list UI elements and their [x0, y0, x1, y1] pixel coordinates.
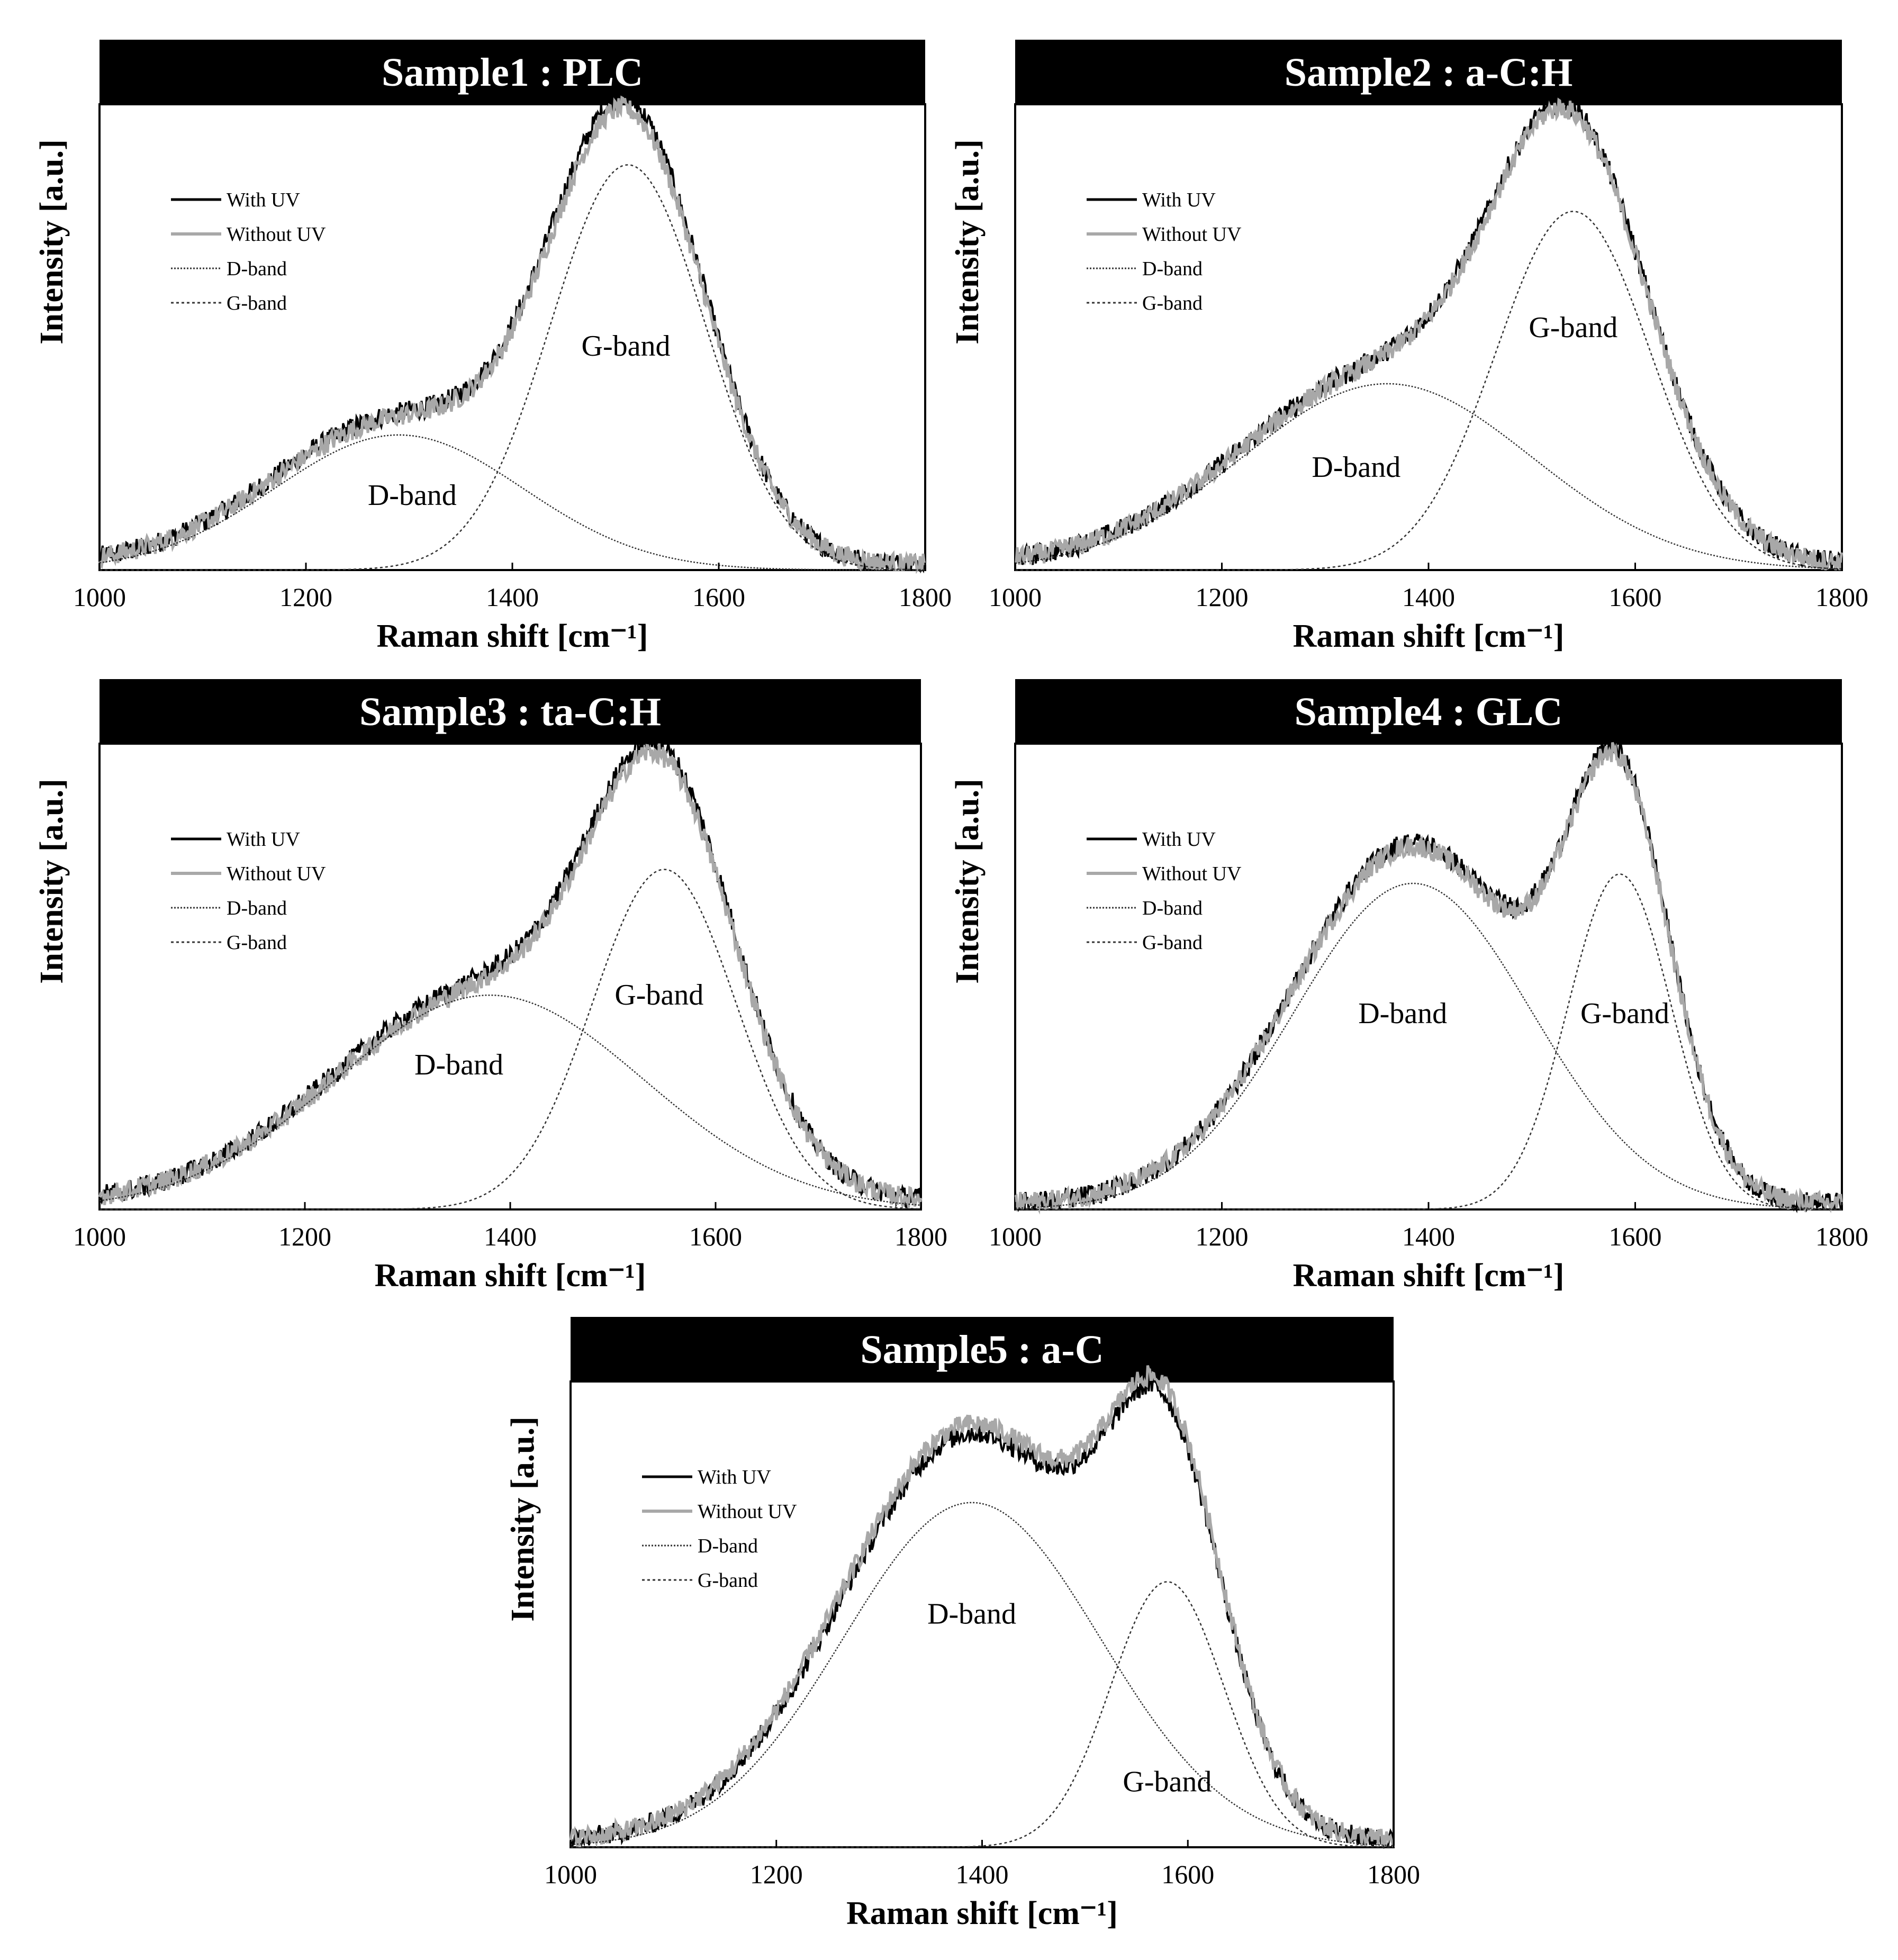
legend-label: D-band — [227, 258, 287, 280]
x-tick-label: 1800 — [1815, 582, 1868, 612]
band-annotation: G-band — [1123, 1765, 1212, 1798]
x-tick-label: 1800 — [894, 1222, 947, 1251]
band-annotation: G-band — [582, 330, 671, 363]
chart-title: Sample5 : a-C — [860, 1327, 1104, 1372]
x-tick-label: 1400 — [484, 1222, 537, 1251]
x-tick-label: 1600 — [1609, 1222, 1662, 1251]
series-without-uv — [98, 95, 927, 574]
band-annotation: G-band — [614, 979, 703, 1011]
plot-area — [1014, 743, 1843, 1211]
series-without-uv — [1014, 742, 1843, 1215]
series-g-band-fit — [100, 164, 925, 571]
series-g-band-fit — [1015, 211, 1842, 571]
chart-panel-4: Sample4 : GLC 1000 1200 1400 1600 1800 Raman s… — [950, 679, 1868, 1294]
x-axis-label: Raman shift [cm⁻¹] — [375, 1258, 646, 1294]
legend-label: With UV — [698, 1466, 771, 1488]
y-axis-label: Intensity [a.u.] — [34, 139, 70, 345]
chart-title: Sample3 : ta-C:H — [359, 690, 661, 734]
y-axis-label: Intensity [a.u.] — [950, 139, 986, 345]
x-tick-label: 1000 — [73, 1222, 126, 1251]
x-tick-label: 1200 — [1196, 582, 1249, 612]
legend-label: Without UV — [227, 223, 326, 246]
series-without-uv — [1015, 97, 1843, 571]
plot-area — [1014, 103, 1843, 571]
x-tick-label: 1200 — [278, 1222, 331, 1251]
x-tick-label: 1000 — [544, 1859, 597, 1889]
legend-label: D-band — [1142, 258, 1203, 280]
x-tick-label: 1000 — [73, 582, 126, 612]
series-d-band-fit — [1015, 882, 1842, 1210]
chart-title: Sample4 : GLC — [1295, 690, 1563, 734]
legend-label: D-band — [227, 897, 287, 919]
plot-area — [98, 743, 922, 1211]
chart-title-bar — [571, 1317, 1394, 1381]
x-tick-label: 1600 — [689, 1222, 742, 1251]
band-annotation: G-band — [1529, 311, 1617, 344]
x-tick-label: 1400 — [1402, 582, 1455, 612]
x-tick-label: 1800 — [1367, 1859, 1420, 1889]
legend-label: With UV — [227, 189, 300, 211]
x-axis-label: Raman shift [cm⁻¹] — [846, 1895, 1118, 1931]
legend-label: G-band — [227, 932, 287, 954]
y-axis-label: Intensity [a.u.] — [34, 779, 70, 984]
legend-label: D-band — [698, 1535, 758, 1557]
chart-title-bar — [100, 679, 921, 744]
chart-panel-5: Sample5 : a-C 1000 1200 1400 1600 1800 Raman s… — [505, 1317, 1420, 1931]
x-tick-label: 1600 — [692, 582, 745, 612]
legend-label: With UV — [1142, 189, 1216, 211]
legend-label: Without UV — [1142, 863, 1242, 885]
legend-label: G-band — [1142, 292, 1203, 314]
legend-label: G-band — [698, 1569, 758, 1592]
series-with-uv — [98, 730, 922, 1211]
x-tick-label: 1200 — [750, 1859, 803, 1889]
band-annotation: D-band — [414, 1049, 503, 1081]
chart-title-bar — [100, 40, 925, 104]
legend-label: D-band — [1142, 897, 1203, 919]
chart-title: Sample2 : a-C:H — [1285, 50, 1573, 95]
x-tick-label: 1200 — [279, 582, 332, 612]
legend-label: G-band — [1142, 932, 1203, 954]
series-without-uv — [98, 743, 923, 1210]
chart-title-bar — [1015, 40, 1842, 104]
series-without-uv — [569, 1365, 1395, 1848]
series-d-band-fit — [570, 1502, 1394, 1847]
legend-label: With UV — [227, 828, 300, 851]
band-annotation: D-band — [927, 1598, 1016, 1631]
legend-label: Without UV — [227, 863, 326, 885]
x-axis-label: Raman shift [cm⁻¹] — [1293, 1258, 1565, 1294]
chart-panel-3: Sample3 : ta-C:H 1000 1200 1400 1600 1800 Rama… — [34, 679, 947, 1294]
x-tick-label: 1000 — [989, 1222, 1042, 1251]
legend-label: G-band — [227, 292, 287, 314]
band-annotation: D-band — [368, 479, 457, 512]
legend-label: Without UV — [1142, 223, 1242, 246]
band-annotation: G-band — [1580, 997, 1669, 1030]
y-axis-label: Intensity [a.u.] — [950, 779, 986, 984]
band-annotation: D-band — [1312, 451, 1400, 484]
band-annotation: D-band — [1358, 997, 1447, 1030]
chart-title: Sample1 : PLC — [382, 50, 643, 95]
x-axis-label: Raman shift [cm⁻¹] — [377, 618, 648, 654]
series-d-band-fit — [1015, 383, 1842, 570]
x-tick-label: 1600 — [1161, 1859, 1214, 1889]
x-tick-label: 1400 — [486, 582, 539, 612]
series-d-band-fit — [99, 434, 925, 571]
chart-title-bar — [1015, 679, 1842, 744]
x-tick-label: 1200 — [1196, 1222, 1249, 1251]
legend-label: With UV — [1142, 828, 1216, 851]
series-g-band-fit — [100, 869, 921, 1211]
x-tick-label: 1800 — [1815, 1222, 1868, 1251]
chart-panel-2: Sample2 : a-C:H 1000 1200 1400 1600 1800 Raman… — [950, 40, 1868, 654]
x-tick-label: 1000 — [989, 582, 1042, 612]
legend-label: Without UV — [698, 1501, 797, 1523]
plot-area — [570, 1380, 1395, 1848]
chart-panel-1: Sample1 : PLC 1000 1200 1400 1600 1800 Raman s… — [34, 40, 952, 654]
x-tick-label: 1400 — [1402, 1222, 1455, 1251]
y-axis-label: Intensity [a.u.] — [505, 1416, 541, 1622]
x-tick-label: 1800 — [899, 582, 952, 612]
x-tick-label: 1400 — [956, 1859, 1009, 1889]
x-axis-label: Raman shift [cm⁻¹] — [1293, 618, 1565, 654]
x-tick-label: 1600 — [1609, 582, 1662, 612]
